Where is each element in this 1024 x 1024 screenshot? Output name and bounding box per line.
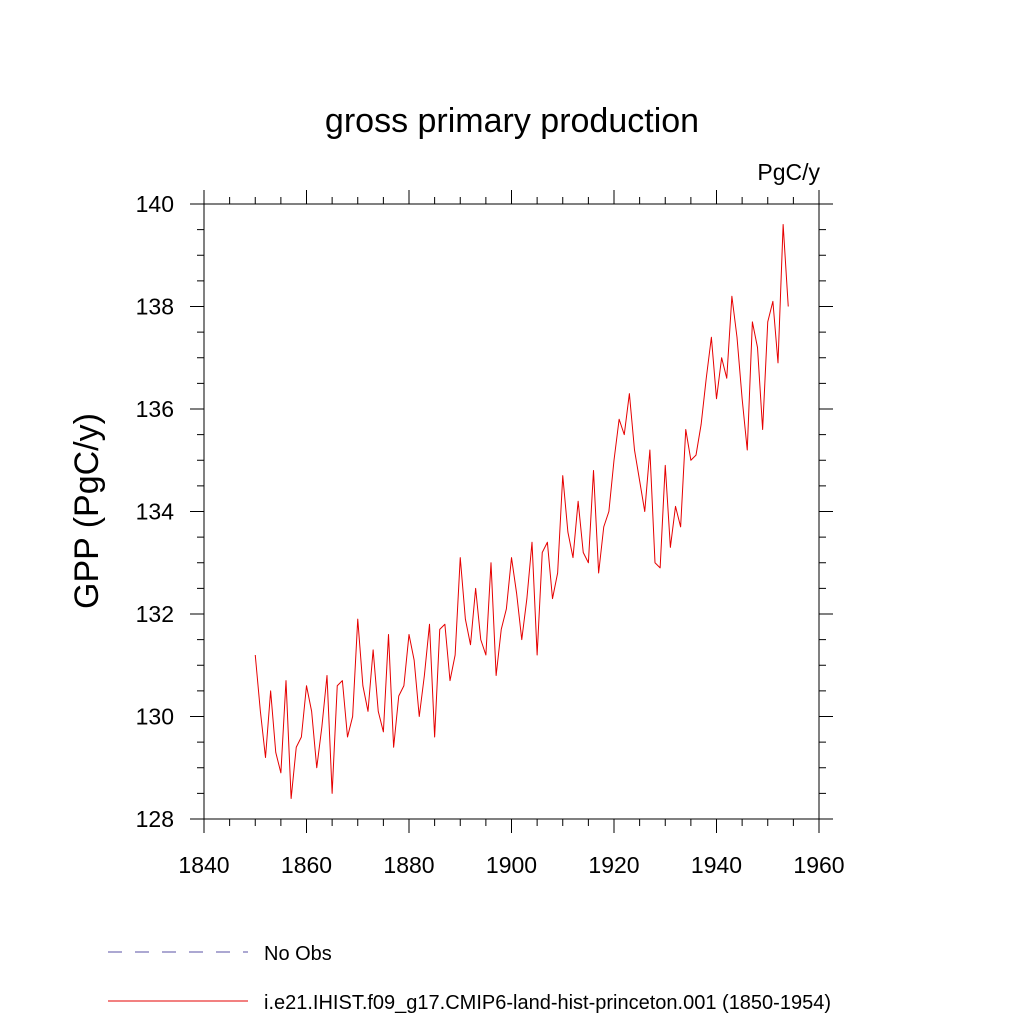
x-tick-label: 1880 bbox=[383, 852, 434, 878]
y-tick-label: 136 bbox=[136, 396, 174, 422]
plot-border bbox=[203, 203, 820, 820]
x-tick-label: 1840 bbox=[178, 852, 229, 878]
y-tick-label: 140 bbox=[136, 191, 174, 217]
series-line-gpp bbox=[254, 224, 789, 799]
x-tick-label: 1960 bbox=[793, 852, 844, 878]
legend-label-no-obs: No Obs bbox=[264, 943, 332, 965]
y-tick-label: 134 bbox=[136, 499, 175, 525]
y-tick-label: 128 bbox=[136, 806, 174, 832]
x-axis-tick-labels: 1840 1860 1880 1900 1920 1940 1960 bbox=[178, 852, 844, 878]
chart-title: gross primary production bbox=[325, 102, 699, 140]
y-tick-label: 130 bbox=[136, 704, 174, 730]
units-label: PgC/y bbox=[757, 159, 820, 185]
y-axis-ticks bbox=[190, 203, 833, 820]
legend-label-model-run: i.e21.IHIST.f09_g17.CMIP6-land-hist-prin… bbox=[264, 992, 831, 1014]
x-tick-label: 1940 bbox=[691, 852, 742, 878]
x-tick-label: 1920 bbox=[588, 852, 639, 878]
plot-frame bbox=[203, 203, 820, 820]
y-axis-label: GPP (PgC/y) bbox=[68, 413, 106, 609]
x-axis-ticks bbox=[203, 190, 820, 833]
x-tick-label: 1900 bbox=[486, 852, 537, 878]
y-axis-tick-labels: 128 130 132 134 136 138 140 bbox=[136, 191, 175, 832]
y-tick-label: 132 bbox=[136, 601, 174, 627]
legend: No Obs i.e21.IHIST.f09_g17.CMIP6-land-hi… bbox=[108, 943, 831, 1014]
y-tick-label: 138 bbox=[136, 294, 174, 320]
x-tick-label: 1860 bbox=[281, 852, 332, 878]
series-layer bbox=[254, 224, 789, 799]
